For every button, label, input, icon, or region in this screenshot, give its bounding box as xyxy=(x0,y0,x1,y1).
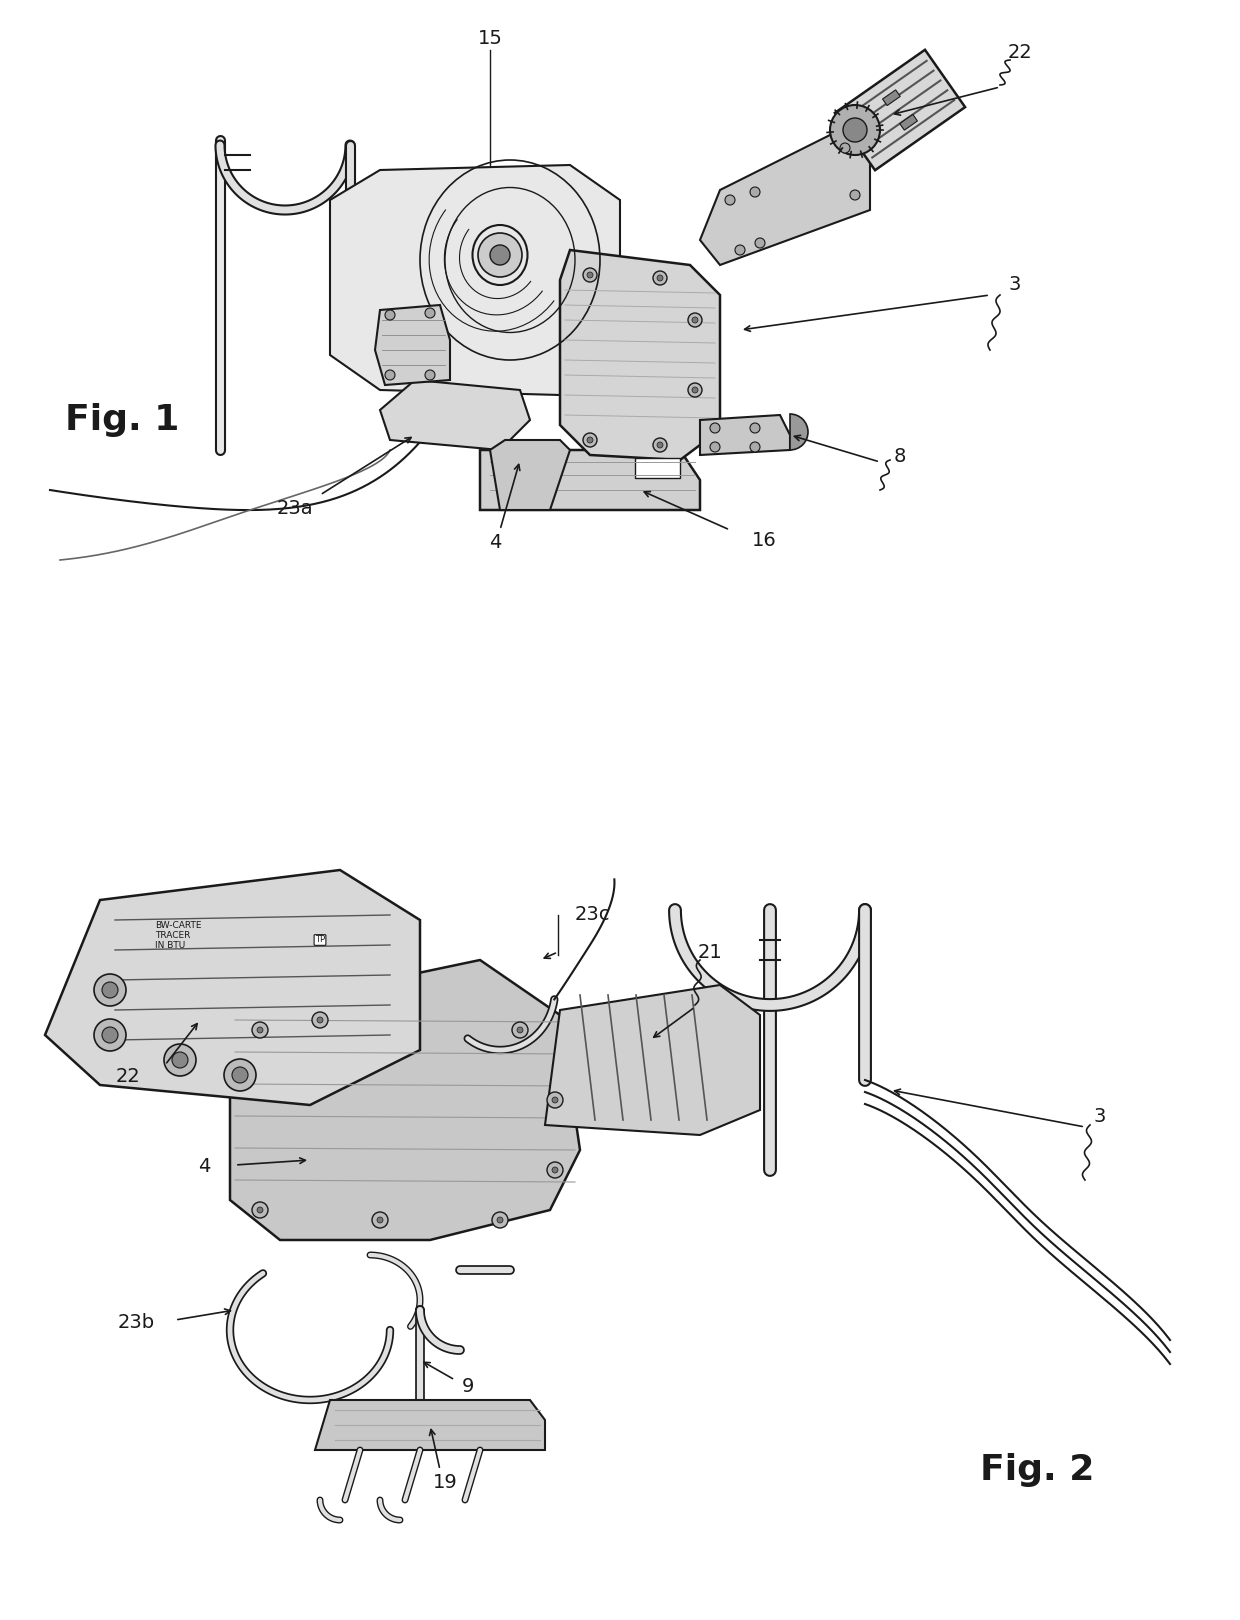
Polygon shape xyxy=(45,870,420,1105)
Circle shape xyxy=(830,105,880,156)
Polygon shape xyxy=(546,985,760,1136)
Polygon shape xyxy=(379,381,529,450)
Circle shape xyxy=(492,1212,508,1228)
Bar xyxy=(635,458,680,478)
Text: BW-CARTE: BW-CARTE xyxy=(155,920,201,930)
Circle shape xyxy=(312,1012,329,1029)
Circle shape xyxy=(552,1166,558,1173)
Polygon shape xyxy=(900,115,918,130)
Circle shape xyxy=(692,318,698,322)
Text: 21: 21 xyxy=(698,943,723,962)
Polygon shape xyxy=(480,450,701,510)
Circle shape xyxy=(232,1068,248,1084)
Text: 4: 4 xyxy=(489,533,501,552)
Text: IN BTU: IN BTU xyxy=(155,941,185,949)
Circle shape xyxy=(583,267,596,282)
Circle shape xyxy=(384,369,396,381)
Text: 23c: 23c xyxy=(575,906,610,925)
Circle shape xyxy=(657,442,663,449)
Polygon shape xyxy=(835,50,965,170)
Text: 4: 4 xyxy=(197,1158,210,1176)
Text: 22: 22 xyxy=(1008,44,1033,63)
Circle shape xyxy=(94,1019,126,1051)
Circle shape xyxy=(657,275,663,280)
Circle shape xyxy=(839,143,849,152)
Circle shape xyxy=(224,1059,255,1090)
Circle shape xyxy=(490,245,510,266)
Circle shape xyxy=(384,309,396,321)
Polygon shape xyxy=(330,165,620,395)
Text: Fig. 2: Fig. 2 xyxy=(980,1453,1095,1487)
Circle shape xyxy=(425,308,435,318)
Polygon shape xyxy=(229,961,580,1239)
Circle shape xyxy=(552,1097,558,1103)
Text: 16: 16 xyxy=(751,530,776,549)
Circle shape xyxy=(372,1212,388,1228)
Polygon shape xyxy=(490,441,570,510)
Circle shape xyxy=(587,437,593,442)
Text: 3: 3 xyxy=(1094,1106,1106,1126)
Circle shape xyxy=(477,233,522,277)
Text: 3: 3 xyxy=(1009,275,1022,295)
Text: Fig. 1: Fig. 1 xyxy=(64,403,180,437)
Circle shape xyxy=(172,1051,188,1068)
Circle shape xyxy=(102,982,118,998)
Text: 19: 19 xyxy=(433,1473,458,1492)
Polygon shape xyxy=(560,249,720,460)
Circle shape xyxy=(725,194,735,206)
Circle shape xyxy=(750,423,760,433)
Circle shape xyxy=(755,238,765,248)
Circle shape xyxy=(653,271,667,285)
Circle shape xyxy=(425,369,435,381)
Circle shape xyxy=(583,433,596,447)
Text: TRACER: TRACER xyxy=(155,930,191,940)
Circle shape xyxy=(849,190,861,199)
Circle shape xyxy=(750,442,760,452)
Circle shape xyxy=(587,272,593,279)
Circle shape xyxy=(164,1043,196,1076)
Circle shape xyxy=(692,387,698,394)
Circle shape xyxy=(653,437,667,452)
Polygon shape xyxy=(315,1400,546,1450)
Circle shape xyxy=(102,1027,118,1043)
Circle shape xyxy=(377,1217,383,1223)
Circle shape xyxy=(843,118,867,143)
Circle shape xyxy=(688,382,702,397)
Circle shape xyxy=(252,1022,268,1038)
Circle shape xyxy=(517,1027,523,1034)
Circle shape xyxy=(711,442,720,452)
Circle shape xyxy=(547,1092,563,1108)
Circle shape xyxy=(750,186,760,198)
Circle shape xyxy=(547,1162,563,1178)
Text: 9: 9 xyxy=(461,1377,474,1396)
Text: TP: TP xyxy=(315,935,325,944)
Polygon shape xyxy=(374,305,450,386)
Circle shape xyxy=(257,1207,263,1213)
Text: 23b: 23b xyxy=(118,1312,155,1332)
Text: 22: 22 xyxy=(115,1066,140,1085)
Polygon shape xyxy=(701,415,790,455)
Circle shape xyxy=(317,1017,322,1022)
Circle shape xyxy=(735,245,745,254)
Circle shape xyxy=(94,974,126,1006)
Polygon shape xyxy=(701,130,870,266)
Polygon shape xyxy=(883,89,900,105)
Circle shape xyxy=(257,1027,263,1034)
Circle shape xyxy=(688,313,702,327)
Circle shape xyxy=(252,1202,268,1218)
Text: 23a: 23a xyxy=(277,499,314,517)
Circle shape xyxy=(512,1022,528,1038)
Text: 15: 15 xyxy=(477,29,502,47)
Circle shape xyxy=(497,1217,503,1223)
Wedge shape xyxy=(790,415,808,450)
Circle shape xyxy=(711,423,720,433)
Text: 8: 8 xyxy=(894,447,906,467)
